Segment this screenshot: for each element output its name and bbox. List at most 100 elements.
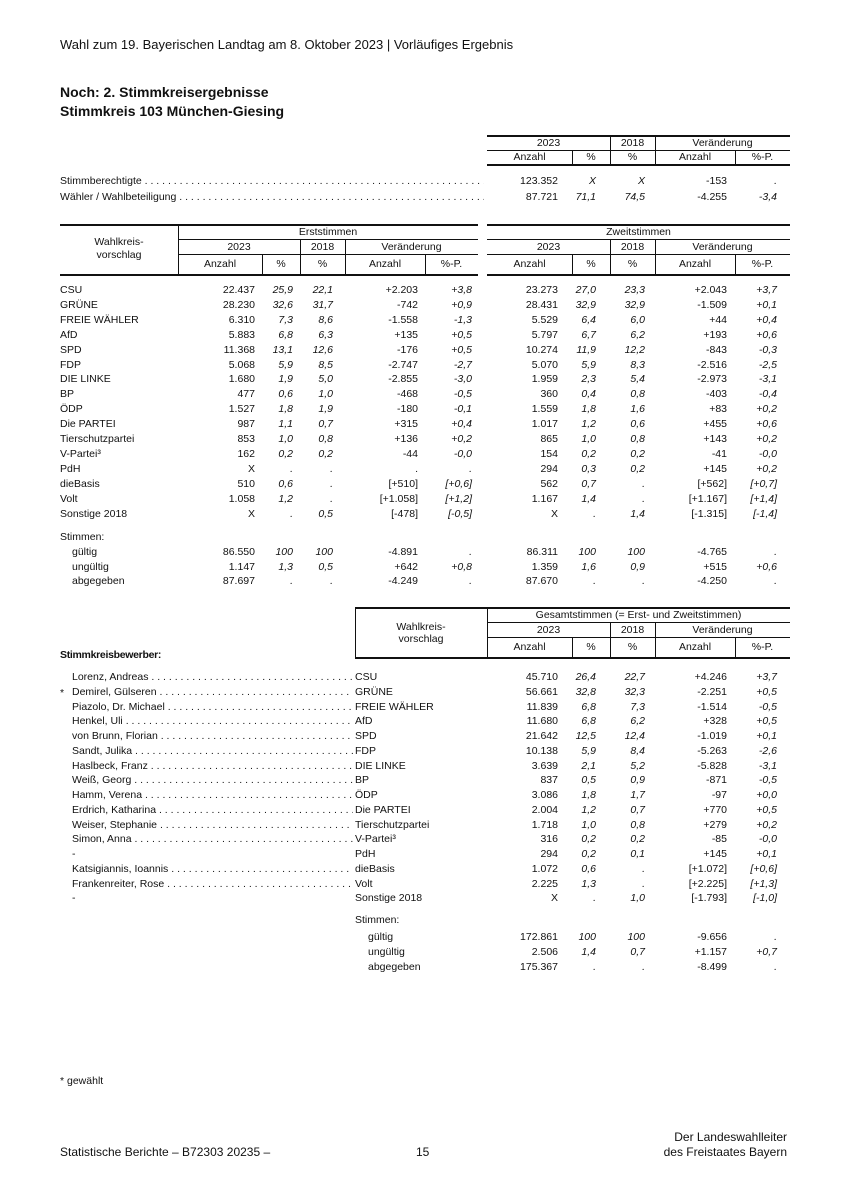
candidate-name: Sandt, Julika bbox=[72, 745, 353, 757]
footer-publisher-1: Der Landeswahlleiter bbox=[674, 1130, 787, 1144]
value-pct: 0,6 bbox=[581, 862, 596, 875]
value-pct-2018: 12,6 bbox=[312, 343, 333, 356]
value-count: 2.004 bbox=[531, 803, 558, 816]
value-pct: 0,7 bbox=[581, 477, 596, 490]
column-header: % bbox=[317, 258, 328, 270]
rule-line bbox=[487, 164, 790, 166]
elected-marker: * bbox=[60, 686, 65, 699]
value-count: 87.721 bbox=[525, 191, 558, 203]
column-divider bbox=[300, 239, 301, 274]
value-pct-2018: . bbox=[642, 492, 645, 505]
value-change-count: +2.043 bbox=[694, 284, 727, 296]
value-pct: 13,1 bbox=[272, 343, 293, 356]
value-change-pctp: +0,2 bbox=[451, 433, 472, 445]
value-pct: 100 bbox=[275, 546, 293, 558]
value-pct: 0,2 bbox=[581, 833, 596, 846]
party-name: dieBasis bbox=[60, 477, 100, 490]
value-pct: 100 bbox=[578, 546, 596, 558]
value-change-count: +136 bbox=[394, 433, 418, 445]
value-pct: 32,9 bbox=[575, 298, 596, 311]
value-count: 10.138 bbox=[525, 744, 558, 757]
party-name: CSU bbox=[60, 284, 83, 296]
value-count: 1.527 bbox=[228, 403, 255, 416]
value-change-count: -403 bbox=[705, 388, 727, 401]
value-pct-2018: 12,2 bbox=[624, 343, 645, 356]
value-pct-2018: 0,5 bbox=[318, 507, 333, 520]
value-change-pctp: +0,4 bbox=[756, 313, 777, 326]
column-header: Anzahl bbox=[678, 641, 712, 653]
candidate-party: FREIE WÄHLER bbox=[355, 700, 434, 713]
column-divider bbox=[178, 224, 179, 276]
value-change-pctp: . bbox=[469, 546, 472, 558]
value-pct-2018: 0,8 bbox=[630, 433, 645, 445]
value-pct-2018: 1,9 bbox=[318, 403, 333, 416]
rule-line bbox=[178, 254, 478, 255]
value-pct: 1,8 bbox=[581, 403, 596, 416]
column-header: % bbox=[586, 641, 596, 653]
rule-line bbox=[487, 150, 790, 151]
candidate-party: FDP bbox=[355, 744, 376, 757]
value-count: 2.225 bbox=[531, 877, 558, 890]
value-change-pctp: -0,5 bbox=[453, 388, 472, 401]
candidate-party: SPD bbox=[355, 730, 377, 742]
party-name: Volt bbox=[60, 492, 78, 505]
value-change-pctp: -0,5 bbox=[758, 774, 777, 787]
column-divider bbox=[345, 239, 346, 274]
value-pct-2018: 5,2 bbox=[630, 759, 645, 772]
column-divider bbox=[487, 607, 488, 659]
value-change-count: -2.747 bbox=[388, 358, 418, 371]
party-name: FREIE WÄHLER bbox=[60, 313, 139, 326]
value-count: 23.273 bbox=[525, 284, 558, 296]
value-pct: 26,4 bbox=[575, 671, 596, 683]
candidate-party: CSU bbox=[355, 671, 378, 683]
value-change-pctp: [-1,4] bbox=[753, 507, 777, 520]
value-count: 10.274 bbox=[525, 343, 558, 356]
rule-line bbox=[487, 657, 790, 659]
value-change-pctp: [+1,4] bbox=[750, 492, 777, 505]
table-group-header: Erststimmen bbox=[298, 226, 358, 238]
column-divider bbox=[572, 150, 573, 164]
value-change-count: -153 bbox=[705, 175, 727, 187]
value-pct: 6,8 bbox=[581, 700, 596, 713]
candidate-party: Volt bbox=[355, 877, 373, 890]
value-pct-2018: 6,2 bbox=[630, 328, 645, 341]
value-change-count: -2.516 bbox=[697, 358, 727, 371]
column-divider bbox=[655, 135, 656, 164]
value-pct: 2,1 bbox=[581, 759, 596, 772]
value-change-pctp: +0,2 bbox=[756, 818, 777, 831]
table-group-header: Gesamtstimmen (= Erst- und Zweitstimmen) bbox=[535, 609, 742, 621]
rule-line bbox=[487, 607, 790, 609]
column-header: %-P. bbox=[751, 641, 774, 653]
value-change-pctp: +0,5 bbox=[756, 803, 777, 816]
stimmen-label: Stimmen: bbox=[355, 914, 400, 926]
value-pct: 1,1 bbox=[278, 418, 293, 431]
value-pct-2018: 5,4 bbox=[630, 373, 645, 386]
value-change-pctp: . bbox=[469, 575, 472, 588]
value-change-pctp: +0,0 bbox=[756, 789, 777, 801]
value-pct: 1,6 bbox=[581, 560, 596, 573]
value-pct-2018: 1,0 bbox=[630, 892, 645, 905]
value-count: 5.070 bbox=[531, 358, 558, 371]
value-change-count: -1.558 bbox=[388, 313, 418, 326]
column-header: Anzahl bbox=[678, 258, 712, 270]
value-change-count: +143 bbox=[703, 433, 727, 445]
value-count: X bbox=[247, 507, 255, 520]
value-pct-2018: . bbox=[642, 877, 645, 890]
value-pct-2018: 0,2 bbox=[318, 447, 333, 460]
value-change-pctp: [+0,6] bbox=[750, 862, 777, 875]
value-pct-2018: 0,9 bbox=[630, 560, 645, 573]
value-count: 28.431 bbox=[525, 298, 558, 311]
value-count: X bbox=[247, 462, 255, 475]
wahlkreis-header: vorschlag bbox=[96, 249, 142, 261]
value-change-count: -1.514 bbox=[697, 700, 727, 713]
candidate-party: ÖDP bbox=[355, 789, 378, 801]
column-header: Anzahl bbox=[678, 151, 712, 163]
value-pct-2018: 6,2 bbox=[630, 715, 645, 728]
value-change-pctp: +0,5 bbox=[451, 343, 472, 356]
value-change-pctp: +3,7 bbox=[756, 671, 777, 683]
value-pct-2018: 8,3 bbox=[630, 358, 645, 371]
column-header: % bbox=[586, 258, 596, 270]
value-change-pctp: -0,0 bbox=[453, 447, 472, 460]
party-name: GRÜNE bbox=[60, 298, 98, 311]
value-pct: 27,0 bbox=[575, 284, 596, 296]
